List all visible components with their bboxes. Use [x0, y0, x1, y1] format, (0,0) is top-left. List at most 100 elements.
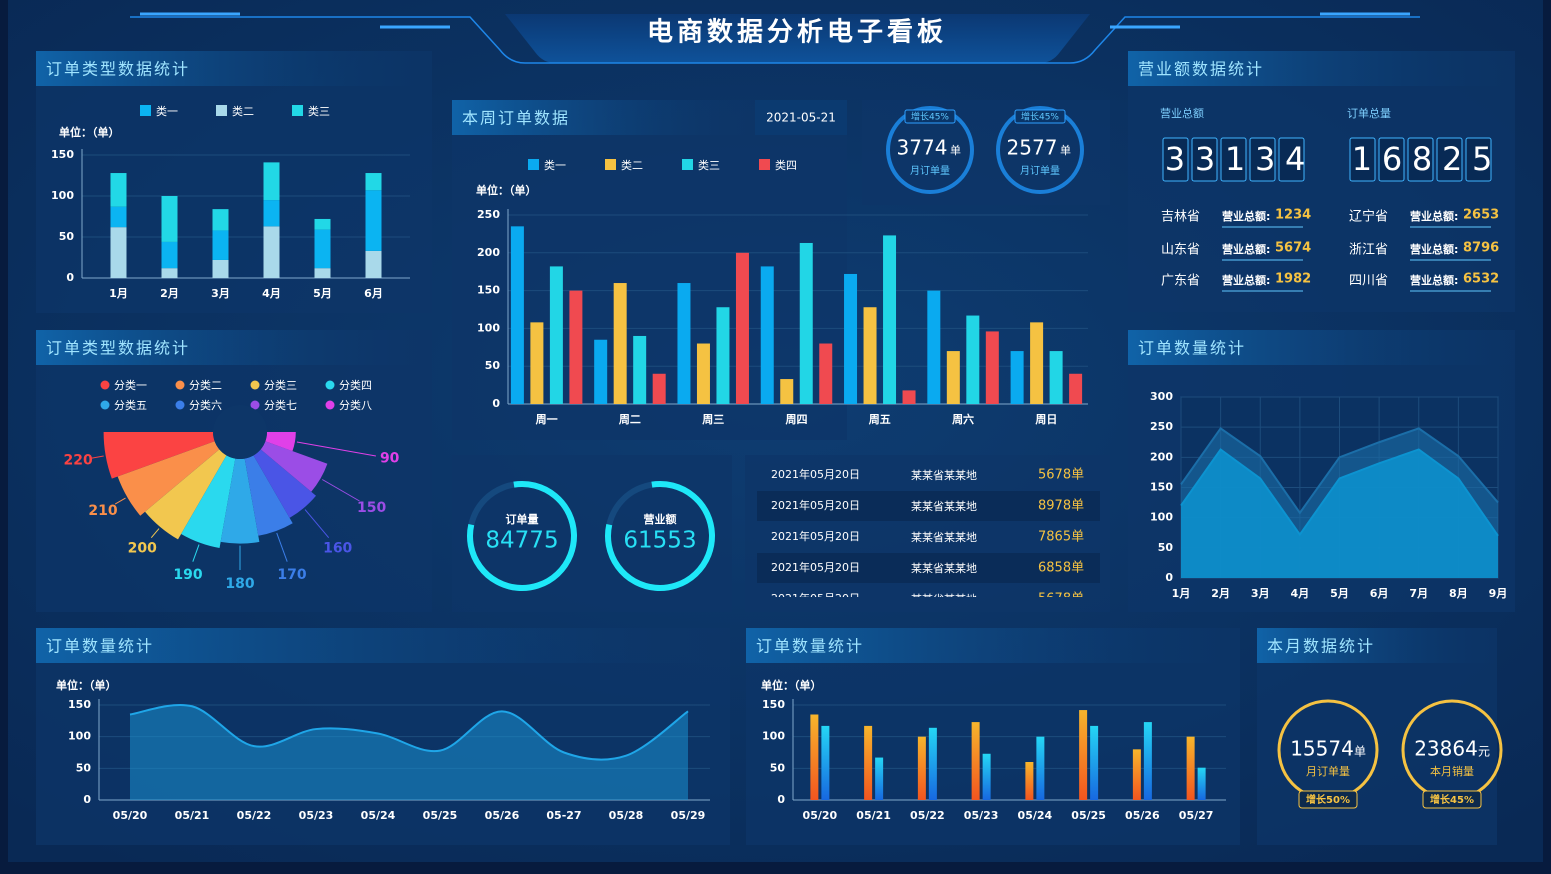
- bar: [613, 283, 627, 404]
- y-tick-label: 0: [1165, 571, 1173, 584]
- province-value: 8796: [1463, 241, 1499, 256]
- legend-label: 分类一: [114, 378, 147, 392]
- badge-text: 增长45%: [1021, 111, 1059, 123]
- month-label: 月订单量: [1306, 765, 1350, 778]
- legend-swatch: [605, 159, 616, 170]
- digit-box: [1349, 137, 1376, 182]
- province-name: 广东省: [1161, 274, 1200, 289]
- legend-label: 分类四: [339, 378, 372, 392]
- table-row-bg: [757, 491, 1100, 521]
- province-value-label: 营业总额:: [1222, 209, 1270, 223]
- digit-box: [1278, 137, 1305, 182]
- bar: [677, 283, 691, 404]
- legend-dot: [325, 380, 335, 390]
- rose-slice: [244, 455, 293, 536]
- x-tick-label: 05-27: [546, 809, 581, 822]
- header-accent: [140, 12, 1410, 29]
- bar: [821, 725, 830, 800]
- cell-place: 某某省某某地: [911, 531, 977, 544]
- cell-date: 2021年05月20日: [771, 591, 860, 605]
- rose-slice: [181, 455, 236, 549]
- cell-date: 2021年05月20日: [771, 467, 860, 481]
- bar: [549, 266, 563, 404]
- x-tick-label: 周日: [1035, 413, 1057, 426]
- leader-line: [276, 532, 288, 562]
- header: 电商数据分析电子看板: [130, 12, 1420, 64]
- legend-dot: [100, 400, 110, 410]
- bar: [1025, 762, 1034, 800]
- digit-box: [1162, 137, 1189, 182]
- bar-segment: [110, 227, 127, 278]
- y-tick-label: 50: [59, 230, 75, 243]
- bar: [928, 727, 937, 800]
- bar: [1186, 736, 1195, 800]
- axis-unit: 单位：（单）: [59, 125, 120, 139]
- legend-dot: [175, 380, 185, 390]
- x-tick-label: 05/29: [671, 809, 706, 822]
- panel-title: 本月数据统计: [1267, 637, 1375, 656]
- province-name: 吉林省: [1161, 210, 1200, 225]
- data-label: 190: [173, 567, 202, 583]
- cell-date: 2021年05月20日: [771, 560, 860, 574]
- badge: [1014, 109, 1066, 124]
- panel-title-bar: [1128, 51, 1515, 86]
- y-tick-label: 0: [777, 793, 785, 806]
- rose-slice: [220, 458, 260, 544]
- panel-title: 订单数量统计: [756, 637, 864, 656]
- legend-label: 类二: [621, 158, 643, 172]
- y-tick-label: 150: [1150, 481, 1173, 494]
- axis-unit: 单位：（单）: [56, 678, 117, 692]
- badge: [1298, 790, 1358, 809]
- x-tick-label: 05/26: [1125, 809, 1160, 822]
- bar-segment: [110, 206, 127, 228]
- bar: [844, 273, 858, 404]
- legend-label: 分类七: [264, 398, 297, 412]
- bar: [810, 714, 819, 800]
- x-tick-label: 05/23: [299, 809, 334, 822]
- x-tick-label: 05/27: [1179, 809, 1214, 822]
- bar: [1030, 322, 1044, 404]
- axis-unit: 单位：（单）: [476, 183, 537, 197]
- legend-label: 类三: [308, 104, 330, 118]
- bar: [1197, 767, 1206, 800]
- bar-segment: [263, 226, 280, 278]
- bar-segment: [263, 162, 280, 201]
- cell-value: 7865单: [1038, 530, 1084, 545]
- bar: [982, 753, 991, 800]
- x-tick-label: 05/22: [910, 809, 945, 822]
- cell-date: 2021年05月20日: [771, 498, 860, 512]
- x-tick-label: 1月: [109, 287, 128, 300]
- badge: [904, 109, 956, 124]
- data-label: 170: [277, 567, 306, 583]
- date-label: 2021-05-21: [766, 111, 836, 125]
- table-row-bg: [757, 553, 1100, 583]
- area-fill: [1181, 449, 1498, 578]
- digit-box: [1407, 137, 1434, 182]
- leader-line: [304, 509, 330, 539]
- digit-box: [1249, 137, 1276, 182]
- ring-arc: [1277, 699, 1379, 797]
- bar: [985, 331, 999, 404]
- line: [1180, 448, 1499, 537]
- x-tick-label: 6月: [364, 287, 383, 300]
- total-label: 订单量: [506, 512, 539, 526]
- bar-segment: [212, 230, 229, 260]
- x-tick-label: 05/21: [175, 809, 210, 822]
- province-value-label: 营业总额:: [1222, 242, 1270, 256]
- bar: [716, 307, 730, 404]
- ring-arc: [1401, 699, 1503, 797]
- bar-segment: [365, 190, 382, 251]
- legend-label: 类二: [232, 104, 254, 118]
- bar-segment: [212, 209, 229, 231]
- data-label: 200: [128, 540, 157, 556]
- bar: [863, 307, 877, 404]
- rose-slice: [103, 432, 215, 479]
- cell-date: 2021年05月20日: [771, 529, 860, 543]
- cell-value: 5678单: [1038, 468, 1084, 483]
- cell-place: 某某省某某地: [911, 562, 977, 575]
- y-tick-label: 50: [1158, 541, 1174, 554]
- bar: [760, 266, 774, 404]
- data-label: 160: [323, 540, 352, 556]
- kpi-value: 16825: [1352, 140, 1502, 178]
- province-value-label: 营业总额:: [1410, 273, 1458, 287]
